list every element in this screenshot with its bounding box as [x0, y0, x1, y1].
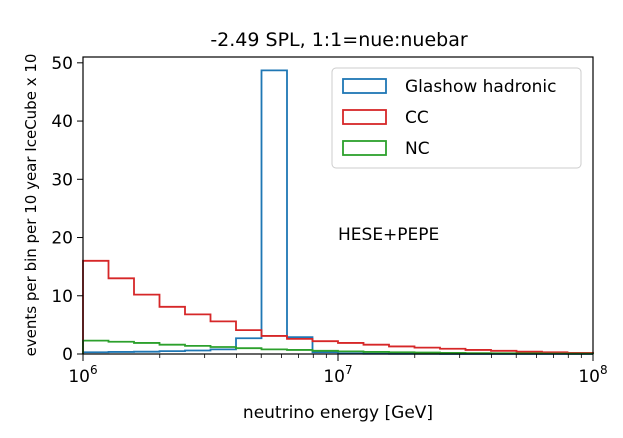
axes-layer: 0 10 20 30 40 50 106 107 108 [51, 54, 607, 387]
y-tick-label-0: 0 [62, 345, 73, 365]
x-tick-label-7: 107 [323, 363, 352, 387]
legend-swatch-glashow-hadronic [342, 78, 387, 94]
legend-label-glashow-hadronic: Glashow hadronic [405, 77, 557, 97]
legend-label-nc: NC [405, 139, 430, 159]
y-tick-label-10: 10 [51, 287, 73, 307]
x-tick-label-8: 108 [578, 363, 607, 387]
annotation-hese-pepe: HESE+PEPE [338, 225, 439, 245]
y-tick-label-50: 50 [51, 54, 73, 74]
y-axis-label: events per bin per 10 year IceCube x 10 [22, 54, 40, 357]
chart-title: -2.49 SPL, 1:1=nue:nuebar [210, 29, 468, 51]
y-tick-label-40: 40 [51, 112, 73, 132]
x-axis-label: neutrino energy [GeV] [243, 403, 433, 423]
legend-box [331, 67, 582, 169]
y-tick-label-30: 30 [51, 170, 73, 190]
legend-label-cc: CC [405, 108, 429, 128]
legend-swatch-nc [342, 140, 387, 156]
series-cc-step [82, 259, 594, 354]
legend-swatch-cc [342, 109, 387, 125]
legend: Glashow hadronic CC NC [331, 67, 582, 169]
x-tick-label-6: 106 [68, 363, 97, 387]
y-tick-label-20: 20 [51, 229, 73, 249]
series-nc-step [82, 339, 594, 355]
